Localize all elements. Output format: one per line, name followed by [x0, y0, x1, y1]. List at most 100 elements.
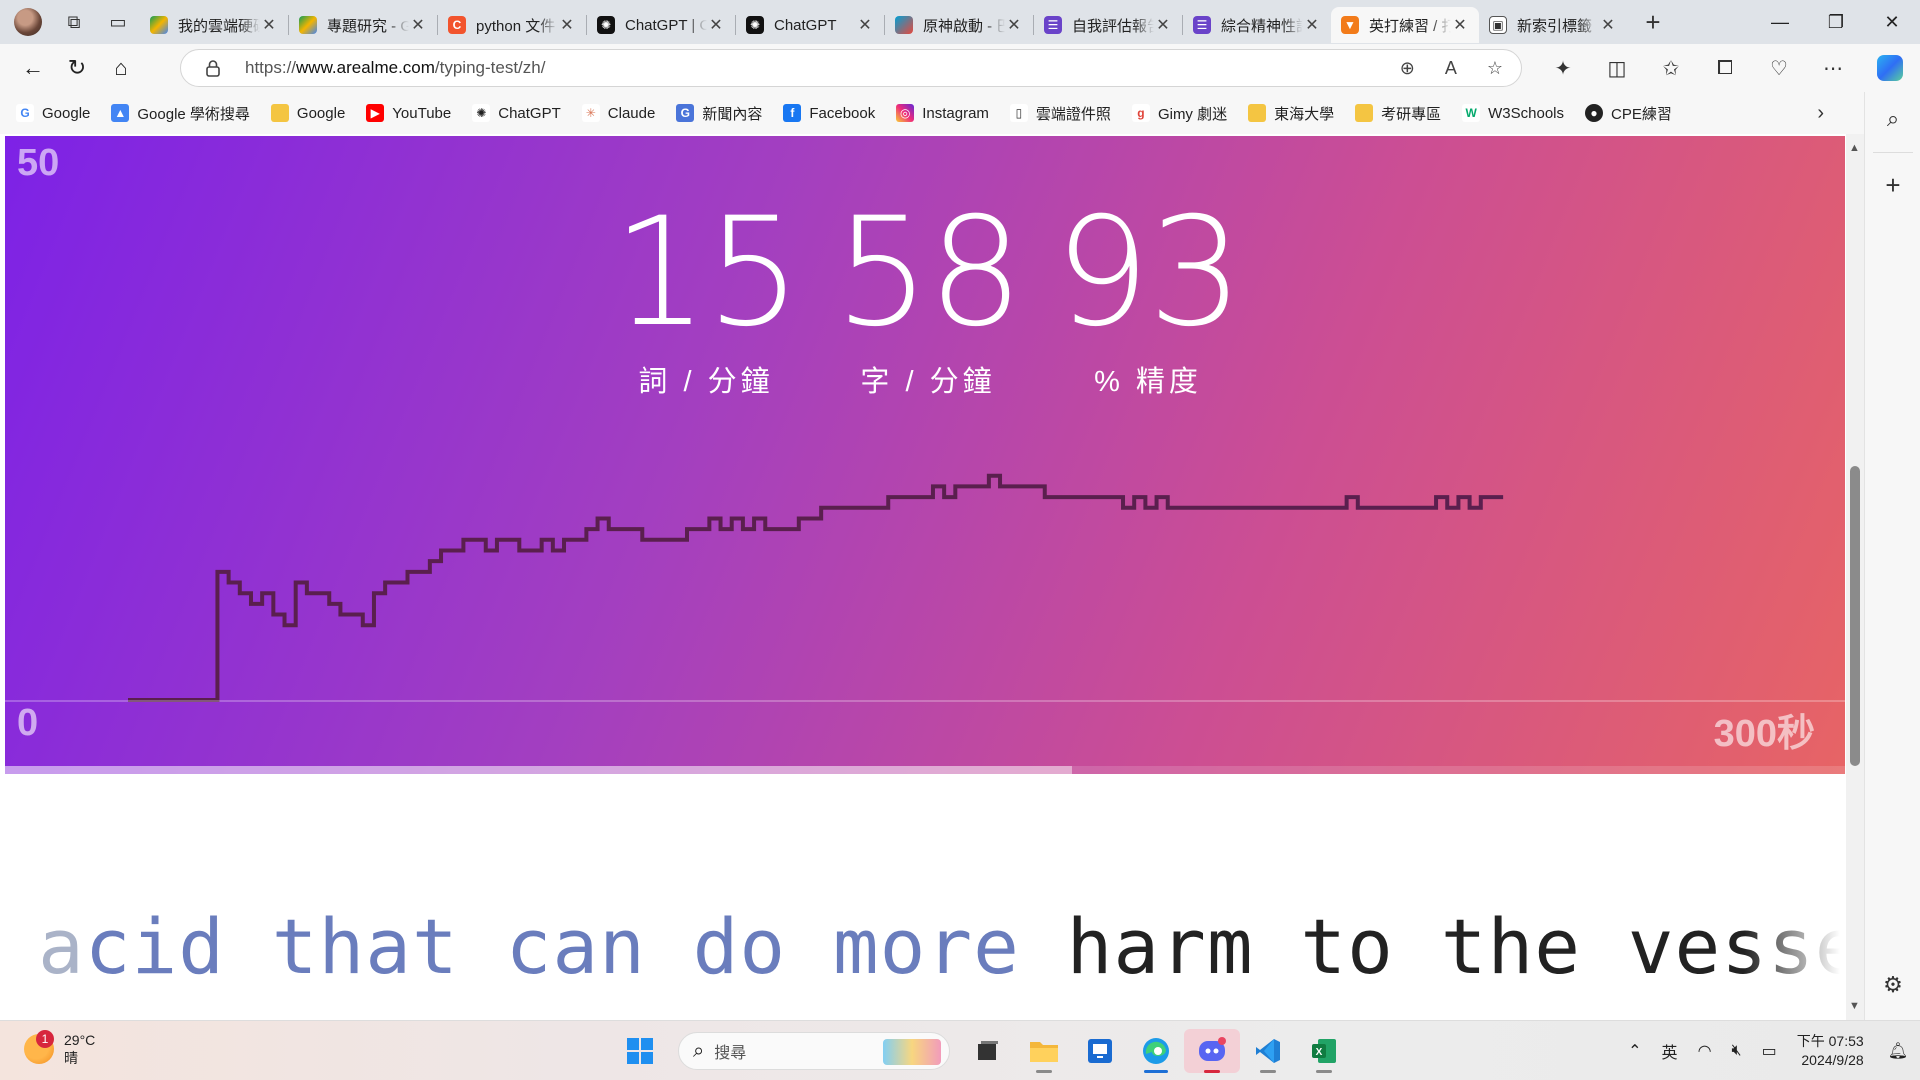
bookmark-1[interactable]: ▲ Google 學術搜尋	[111, 103, 250, 124]
tab-close-icon[interactable]: ✕	[262, 17, 276, 34]
bookmarks-overflow-chevron-icon[interactable]: ›	[1817, 102, 1824, 124]
favorite-star-icon[interactable]: ☆	[1486, 57, 1503, 78]
copilot-icon[interactable]	[1860, 48, 1920, 88]
tab-8[interactable]: ▼ 英打練習 / 打字速度測試✕	[1331, 7, 1479, 43]
bookmark-10[interactable]: g Gimy 劇迷	[1131, 103, 1227, 124]
time-progress-fill	[5, 766, 1073, 774]
tab-close-icon[interactable]: ✕	[1453, 17, 1467, 34]
tab-close-icon[interactable]: ✕	[411, 17, 425, 34]
split-screen-icon[interactable]: ◫	[1607, 57, 1627, 80]
task-view-icon	[978, 1041, 998, 1060]
cpm-label: 字 / 分鐘	[860, 366, 996, 398]
bookmark-14[interactable]: ● CPE練習	[1585, 103, 1672, 124]
url-text[interactable]: https://www.arealme.com/typing-test/zh/	[245, 58, 546, 77]
bookmark-0[interactable]: G Google	[16, 104, 90, 122]
address-bar[interactable]: https://www.arealme.com/typing-test/zh/ …	[180, 49, 1522, 87]
show-hidden-icons-chevron-icon[interactable]: ⌃	[1628, 1043, 1642, 1060]
scroll-up-arrow-icon[interactable]: ▲	[1849, 142, 1860, 154]
bookmark-label: Google	[42, 104, 91, 122]
profile-avatar[interactable]	[14, 8, 42, 36]
zoom-icon[interactable]: ⊕	[1399, 57, 1415, 78]
bookmark-7[interactable]: f Facebook	[783, 104, 875, 122]
bookmark-11[interactable]: 東海大學	[1248, 103, 1334, 124]
taskbar-file-explorer[interactable]	[1016, 1029, 1072, 1073]
tab-close-icon[interactable]: ✕	[1305, 17, 1319, 34]
typing-text-line[interactable]: acid that can do more harm to the vessel…	[38, 902, 1864, 991]
tab-5[interactable]: 原神啟動 - 巴哈姆特✕	[885, 7, 1033, 43]
tab-1[interactable]: 專題研究 - Google 雲端硬碟✕	[289, 7, 437, 43]
sidebar-add-icon[interactable]: +	[1885, 170, 1901, 200]
new-tab-button[interactable]: +	[1645, 6, 1661, 37]
battery-icon[interactable]: ▭	[1761, 1043, 1777, 1060]
bookmark-5[interactable]: ✳ Claude	[581, 104, 655, 122]
tab-4[interactable]: ✺ ChatGPT ✕	[736, 7, 884, 43]
bookmark-2[interactable]: Google	[270, 104, 345, 122]
chart-x-max-label: 300秒	[1713, 713, 1815, 755]
search-icon: ⌕	[693, 1039, 705, 1062]
tab-label: 英打練習 / 打字速度測試	[1369, 17, 1451, 35]
minimize-button[interactable]: —	[1771, 11, 1789, 32]
collections-icon[interactable]: ⧠	[1717, 56, 1733, 79]
wifi-icon[interactable]: ◠	[1697, 1043, 1712, 1060]
taskbar-discord[interactable]	[1184, 1029, 1240, 1073]
speaker-muted-icon[interactable]: 🔇︎	[1731, 1042, 1742, 1059]
tab-0[interactable]: 我的雲端硬碟 ✕	[140, 7, 288, 43]
chatgpt-icon: ✺	[472, 104, 491, 122]
bookmark-12[interactable]: 考研專區	[1355, 103, 1441, 124]
bookmark-4[interactable]: ✺ ChatGPT	[472, 104, 561, 122]
pending-text: harm to the vessel in w	[1066, 902, 1864, 991]
tab-3[interactable]: ✺ ChatGPT | OpenAI✕	[587, 7, 735, 43]
bookmark-13[interactable]: W W3Schools	[1462, 104, 1564, 122]
bookmark-6[interactable]: G 新聞內容	[676, 103, 762, 124]
weather-widget[interactable]: 1 29°C 晴	[24, 1030, 95, 1067]
bookmark-9[interactable]: ▯ 雲端證件照	[1009, 103, 1111, 124]
sidebar-search-icon[interactable]: ⌕	[1886, 106, 1900, 131]
bookmark-8[interactable]: ◎ Instagram	[896, 104, 989, 122]
tab-6[interactable]: ☰ 自我評估報告 ✕	[1034, 7, 1182, 43]
lock-icon[interactable]	[203, 59, 223, 77]
sidebar-settings-gear-icon[interactable]: ⚙	[1883, 972, 1903, 997]
claude-icon: ✳	[581, 104, 600, 122]
taskbar-search-box[interactable]: ⌕ 搜尋	[678, 1032, 950, 1070]
gimy-icon: g	[1131, 104, 1150, 122]
start-button[interactable]	[612, 1029, 668, 1073]
instagram-icon: ◎	[896, 104, 915, 122]
bookmark-3[interactable]: ▶ YouTube	[366, 104, 451, 122]
tab-9[interactable]: ▣ 新索引標籤 ✕	[1479, 7, 1627, 43]
tab-7[interactable]: ☰ 綜合精神性評估✕	[1183, 7, 1331, 43]
notification-bell-icon[interactable]: 🔔︎	[1887, 1043, 1908, 1060]
tab-close-icon[interactable]: ✕	[1601, 17, 1615, 34]
tab-close-icon[interactable]: ✕	[560, 17, 574, 34]
task-view-button[interactable]	[960, 1029, 1016, 1073]
taskbar-remote-desktop[interactable]	[1072, 1029, 1128, 1073]
extensions-icon[interactable]: ✦	[1554, 57, 1572, 80]
taskbar-vscode[interactable]	[1240, 1029, 1296, 1073]
taskbar-edge[interactable]	[1128, 1029, 1184, 1073]
more-menu-icon[interactable]: ⋯	[1823, 57, 1843, 80]
read-aloud-icon[interactable]: A	[1444, 57, 1457, 78]
taskbar-excel[interactable]: X	[1296, 1029, 1352, 1073]
fox-icon: ▼	[1341, 16, 1359, 34]
tab-close-icon[interactable]: ✕	[1007, 17, 1021, 34]
back-button[interactable]: ←	[22, 55, 44, 80]
restore-button[interactable]: ❐	[1827, 11, 1845, 32]
tab-close-icon[interactable]: ✕	[709, 17, 723, 34]
refresh-button[interactable]: ↻	[67, 55, 87, 80]
close-window-button[interactable]: ✕	[1884, 11, 1900, 32]
favorites-icon[interactable]: ✩	[1662, 57, 1680, 80]
workspaces-icon[interactable]: ⧉	[67, 11, 81, 32]
ime-indicator[interactable]: 英	[1661, 1045, 1678, 1062]
home-button[interactable]: ⌂	[114, 55, 128, 80]
scroll-down-arrow-icon[interactable]: ▼	[1849, 1000, 1860, 1012]
tab-close-icon[interactable]: ✕	[1156, 17, 1170, 34]
browser-essentials-icon[interactable]: ♡	[1770, 57, 1788, 80]
sunny-weather-icon: 1	[24, 1030, 54, 1064]
tab-close-icon[interactable]: ✕	[858, 17, 872, 34]
tab-actions-icon[interactable]: ▭	[109, 11, 127, 32]
taskbar-clock[interactable]: 下午 07:53 2024/9/28	[1797, 1032, 1864, 1070]
scrollbar-thumb[interactable]	[1850, 466, 1860, 766]
document-icon: ▯	[1009, 104, 1028, 122]
page-scrollbar[interactable]: ▲ ▼	[1846, 134, 1864, 1020]
